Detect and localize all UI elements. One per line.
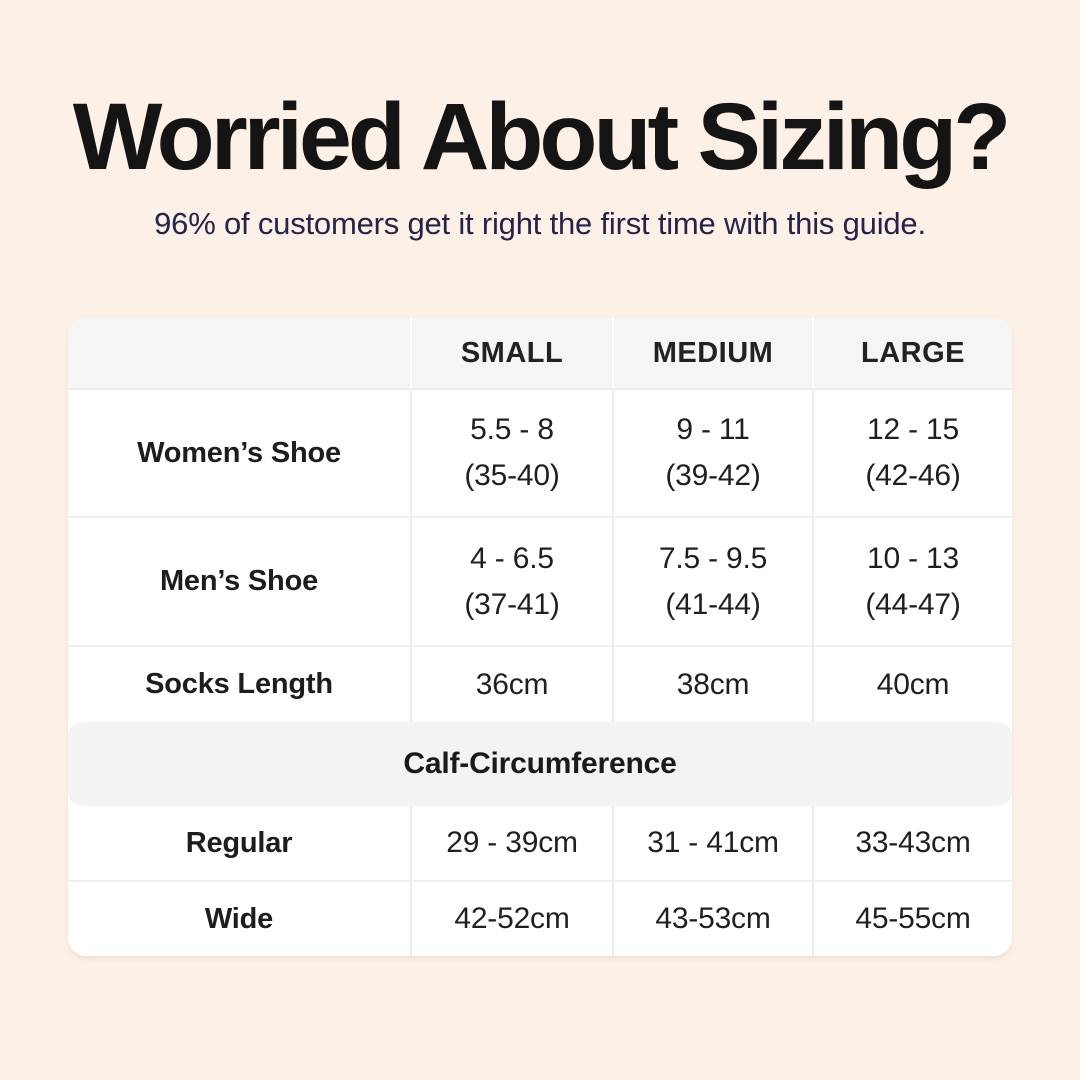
cell-regular-large: 33-43cm — [812, 806, 1012, 882]
row-label-regular: Regular — [68, 806, 410, 882]
cell-line: 31 - 41cm — [647, 826, 779, 859]
column-header-large: LARGE — [812, 318, 1012, 390]
cell-socks-medium: 38cm — [612, 647, 812, 722]
cell-womens-medium: 9 - 11 (39-42) — [612, 390, 812, 518]
page-subtitle: 96% of customers get it right the first … — [154, 206, 926, 241]
cell-line: (44-47) — [865, 587, 961, 621]
cell-regular-small: 29 - 39cm — [410, 806, 612, 882]
cell-line: (39-42) — [665, 459, 761, 492]
row-label-socks-length: Socks Length — [145, 668, 333, 700]
cell-line: 38cm — [676, 667, 750, 701]
cell-mens-medium: 7.5 - 9.5 (41-44) — [612, 518, 812, 647]
cell-womens-small: 5.5 - 8 (35-40) — [410, 390, 612, 518]
cell-line: 42-52cm — [454, 902, 570, 935]
column-header-medium: MEDIUM — [612, 318, 812, 390]
cell-wide-small: 42-52cm — [410, 882, 612, 956]
section-header-calf-circumference: Calf-Circumference — [68, 722, 1012, 806]
cell-wide-medium: 43-53cm — [612, 882, 812, 956]
cell-line: 43-53cm — [655, 902, 771, 935]
page-title: Worried About Sizing? — [72, 84, 1012, 190]
column-header-small: SMALL — [410, 318, 612, 390]
cell-line: 40cm — [876, 667, 950, 701]
cell-line: (35-40) — [464, 459, 560, 492]
size-chart-table: SMALL MEDIUM LARGE Women’s Shoe 5.5 - 8 … — [68, 318, 1012, 956]
cell-mens-small: 4 - 6.5 (37-41) — [410, 518, 612, 647]
cell-line: 36cm — [475, 667, 549, 701]
cell-line: 9 - 11 — [676, 413, 750, 446]
cell-socks-small: 36cm — [410, 647, 612, 722]
column-header-empty — [68, 318, 410, 390]
cell-line: 5.5 - 8 — [470, 413, 554, 446]
cell-regular-medium: 31 - 41cm — [612, 806, 812, 882]
cell-line: 45-55cm — [855, 902, 971, 935]
cell-socks-large: 40cm — [812, 647, 1012, 722]
cell-line: 29 - 39cm — [446, 826, 578, 859]
cell-line: 4 - 6.5 — [470, 541, 554, 575]
cell-wide-large: 45-55cm — [812, 882, 1012, 956]
cell-line: (37-41) — [464, 587, 560, 621]
row-label-wide: Wide — [204, 902, 274, 935]
cell-womens-large: 12 - 15 (42-46) — [812, 390, 1012, 518]
cell-line: 33-43cm — [855, 826, 971, 859]
cell-line: 12 - 15 — [867, 413, 959, 446]
cell-line: 10 - 13 — [867, 541, 959, 575]
cell-line: (41-44) — [665, 587, 761, 621]
row-label-mens-shoe: Men’s Shoe — [68, 518, 410, 647]
cell-mens-large: 10 - 13 (44-47) — [812, 518, 1012, 647]
cell-line: (42-46) — [865, 459, 961, 492]
row-label-womens-shoe: Women’s Shoe — [68, 390, 410, 518]
cell-line: 7.5 - 9.5 — [658, 541, 768, 575]
